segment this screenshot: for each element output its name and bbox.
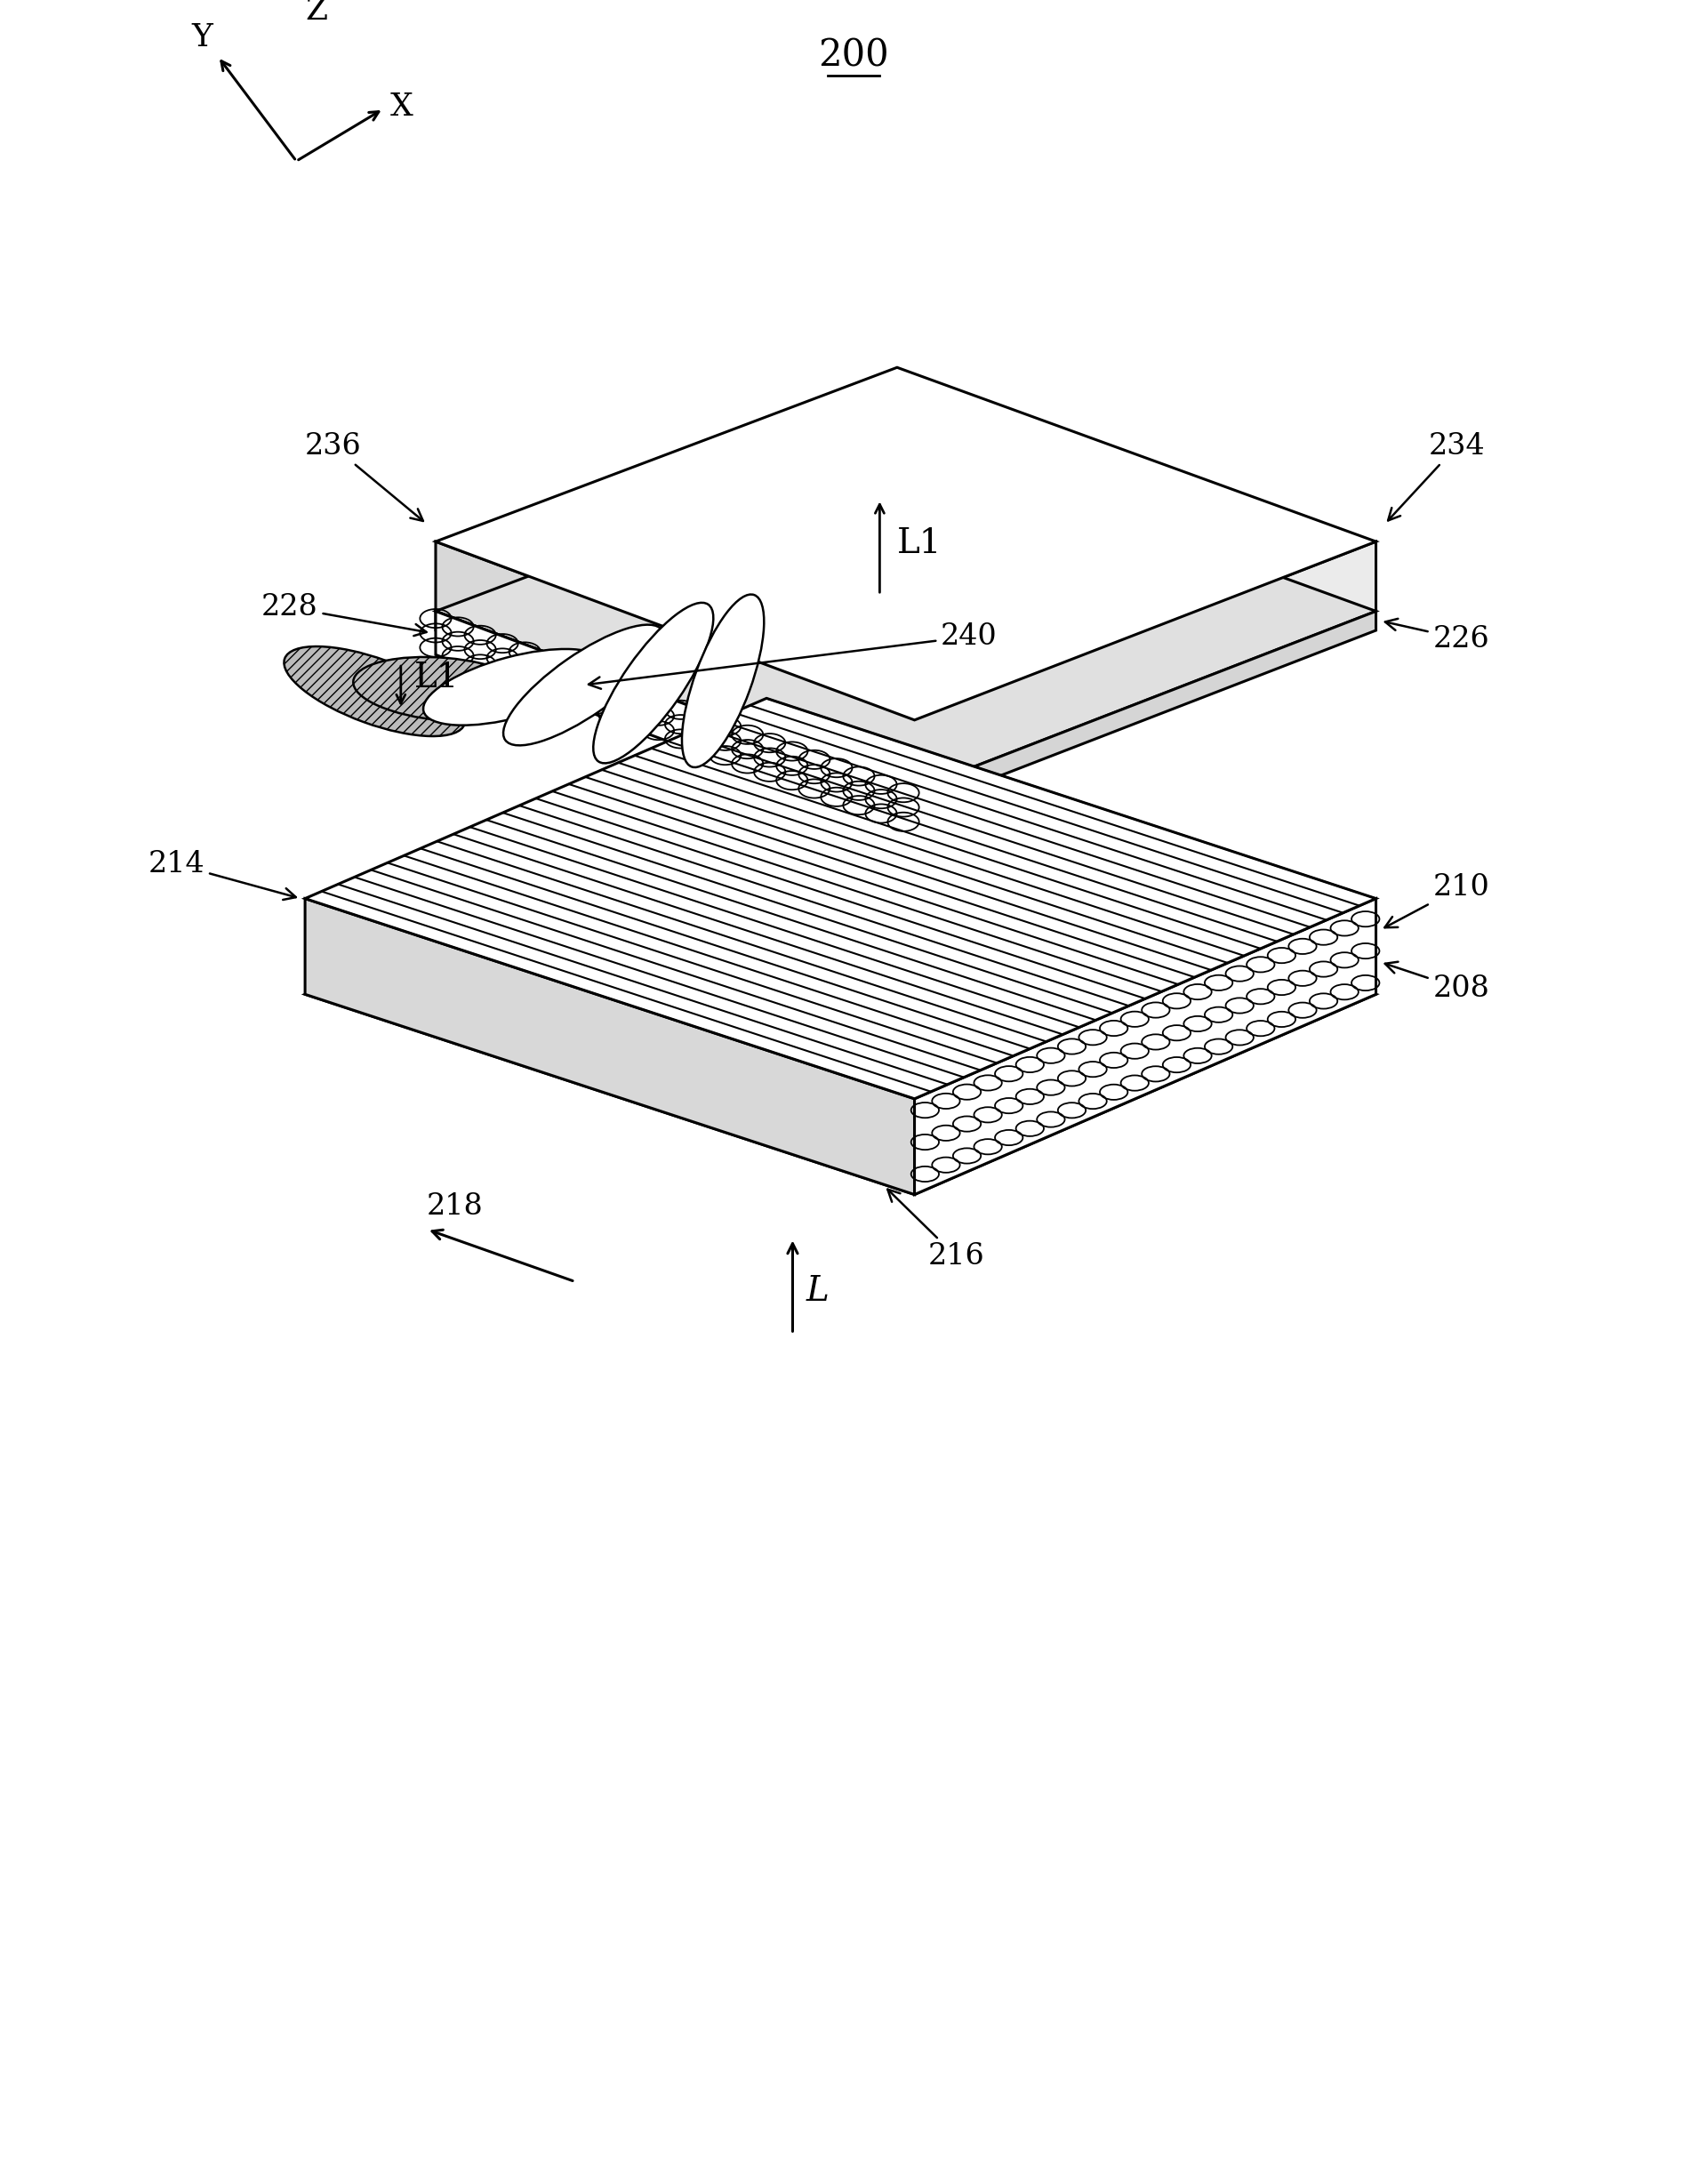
Text: 228: 228 (261, 593, 427, 637)
Text: 226: 226 (1385, 619, 1489, 652)
Text: 234: 234 (1389, 432, 1484, 521)
Ellipse shape (504, 624, 664, 746)
Ellipse shape (593, 602, 714, 763)
Text: 216: 216 (888, 1189, 984, 1269)
Polygon shape (914, 541, 1377, 790)
Text: 240: 240 (589, 622, 997, 689)
Text: 208: 208 (1385, 962, 1489, 1003)
Text: 214: 214 (149, 851, 295, 901)
Polygon shape (436, 436, 1377, 790)
Polygon shape (914, 899, 1377, 1195)
Text: Z: Z (306, 0, 328, 26)
Polygon shape (436, 611, 914, 833)
Polygon shape (306, 698, 1377, 1099)
Ellipse shape (354, 656, 536, 722)
Ellipse shape (284, 646, 465, 737)
Text: 210: 210 (1385, 872, 1489, 927)
Polygon shape (436, 541, 914, 790)
Ellipse shape (424, 650, 605, 726)
Polygon shape (306, 899, 914, 1195)
Text: L: L (806, 1276, 828, 1309)
Text: 236: 236 (306, 432, 424, 521)
Text: L1: L1 (897, 528, 941, 561)
Polygon shape (306, 794, 1377, 1195)
Polygon shape (436, 611, 914, 809)
Ellipse shape (681, 595, 763, 768)
Text: L1: L1 (413, 661, 459, 696)
Text: X: X (391, 92, 413, 122)
Text: 200: 200 (818, 37, 888, 74)
Polygon shape (436, 366, 1377, 720)
Polygon shape (914, 611, 1377, 809)
Text: 218: 218 (427, 1193, 483, 1221)
Text: Y: Y (191, 22, 214, 52)
